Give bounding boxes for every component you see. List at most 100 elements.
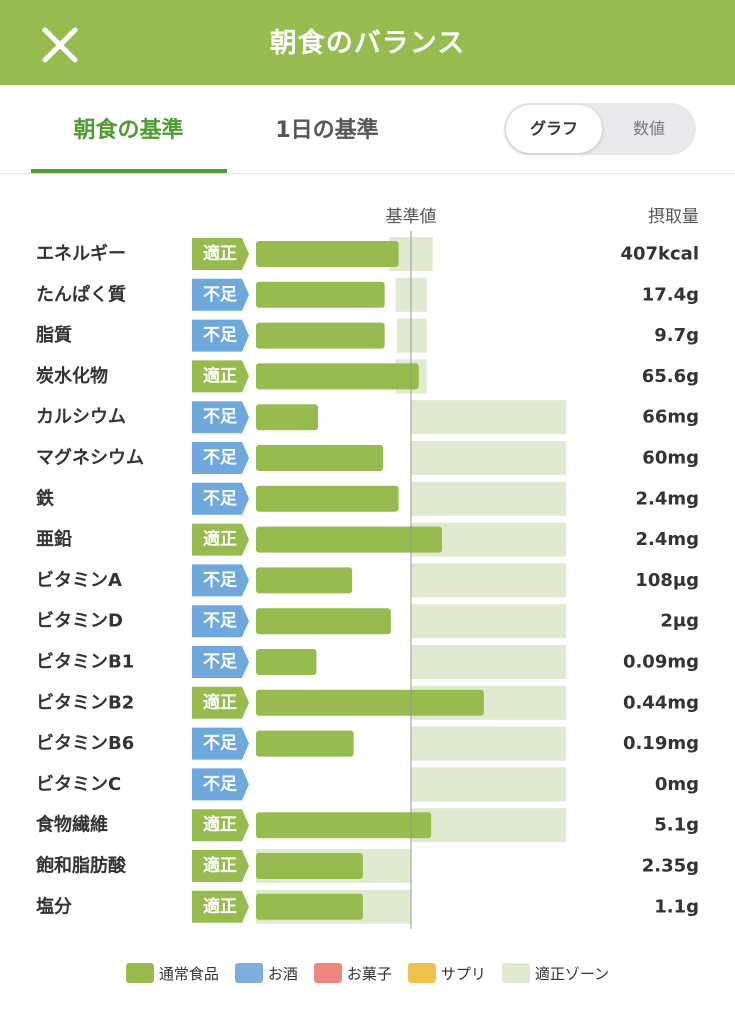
intake-value: 2μg <box>660 611 699 632</box>
intake-value: 65.6g <box>642 366 699 387</box>
status-badge-label: 適正 <box>203 365 237 386</box>
zone-bar <box>411 726 566 761</box>
status-badge-label: 不足 <box>203 774 237 794</box>
intake-value: 407kcal <box>620 244 699 265</box>
nutrient-label: ビタミンC <box>36 774 121 795</box>
tab-breakfast-standard[interactable]: 朝食の基準 <box>73 118 184 143</box>
legend-label-snack: お菓子 <box>346 964 392 983</box>
legend: 通常食品 お酒 お菓子 サプリ 適正ゾーン <box>0 955 735 991</box>
nutrient-label: 鉄 <box>36 487 54 509</box>
intake-bar <box>256 893 363 920</box>
status-badge <box>192 238 249 270</box>
legend-item-alcohol: お酒 <box>234 963 298 984</box>
intake-bar <box>256 363 419 390</box>
legend-label-food: 通常食品 <box>158 964 219 983</box>
nutrient-label: 塩分 <box>36 895 72 917</box>
nutrient-label: たんぱく質 <box>36 283 126 305</box>
zone-bar <box>411 563 566 598</box>
status-badge-label: 適正 <box>203 896 237 917</box>
nutrient-label: 亜鉛 <box>36 528 72 550</box>
intake-bar <box>256 241 399 267</box>
nutrient-label: 飽和脂肪酸 <box>35 855 127 877</box>
nutrient-label: ビタミンB6 <box>36 733 134 754</box>
intake-value: 60mg <box>642 448 699 469</box>
nutrient-label: ビタミンD <box>36 611 123 632</box>
status-badge <box>192 564 249 597</box>
legend-item-zone: 適正ゾーン <box>501 963 610 984</box>
status-badge-label: 適正 <box>203 529 237 550</box>
intake-value: 1.1g <box>654 896 699 917</box>
status-badge-label: 適正 <box>203 692 237 713</box>
legend-label-zone: 適正ゾーン <box>534 964 610 983</box>
status-badge-label: 適正 <box>203 243 237 264</box>
reference-value-label: 基準値 <box>386 207 437 227</box>
status-badge <box>192 278 249 311</box>
status-badge <box>192 768 249 801</box>
status-badge <box>192 442 249 474</box>
page-title: 朝食のバランス <box>269 28 466 59</box>
intake-bar <box>256 281 385 308</box>
status-badge-label: 不足 <box>203 407 237 427</box>
status-badge <box>192 850 249 882</box>
status-badge <box>192 482 249 515</box>
status-badge <box>192 646 249 678</box>
intake-bar <box>256 853 363 879</box>
toggle-graph-button[interactable]: グラフ <box>506 105 602 153</box>
intake-value: 0.44mg <box>623 692 699 713</box>
intake-value: 108μg <box>635 570 699 591</box>
active-tab-indicator <box>31 169 227 173</box>
status-badge-label: 不足 <box>203 326 237 346</box>
status-badge-label: 適正 <box>203 855 237 876</box>
close-icon <box>42 27 78 63</box>
zone-bar <box>411 481 566 516</box>
intake-bar <box>256 730 354 757</box>
legend-swatch-food <box>125 963 154 983</box>
legend-item-supplement: サプリ <box>407 963 486 984</box>
status-badge <box>192 727 249 760</box>
intake-bar <box>256 404 318 431</box>
intake-value: 5.1g <box>654 815 699 836</box>
intake-value: 9.7g <box>654 325 699 346</box>
intake-bar <box>256 649 317 675</box>
status-badge <box>192 401 249 434</box>
legend-swatch-zone <box>501 963 530 983</box>
legend-item-snack: お菓子 <box>313 963 392 984</box>
status-badge-label: 不足 <box>203 611 237 631</box>
intake-value: 2.35g <box>642 856 699 877</box>
zone-bar <box>411 400 566 435</box>
tab-daily-standard[interactable]: 1日の基準 <box>275 118 379 143</box>
nutrient-label: ビタミンB2 <box>36 692 134 713</box>
intake-value: 0.09mg <box>623 652 699 673</box>
status-badge-label: 不足 <box>203 448 237 468</box>
intake-value: 17.4g <box>642 284 699 305</box>
legend-label-alcohol: お酒 <box>267 964 298 983</box>
status-badge-label: 適正 <box>203 814 237 835</box>
zone-bar <box>411 645 566 679</box>
status-badge <box>192 686 249 719</box>
zone-bar <box>397 318 427 353</box>
zone-bar <box>411 441 566 475</box>
zone-bar <box>411 808 566 843</box>
nutrient-label: 食物繊維 <box>35 814 108 836</box>
view-toggle: グラフ 数値 <box>504 103 696 155</box>
status-badge <box>192 360 249 393</box>
intake-value: 66mg <box>642 407 699 428</box>
status-badge <box>192 890 249 923</box>
nutrient-label: マグネシウム <box>36 447 144 469</box>
status-badge-label: 不足 <box>203 734 237 754</box>
nutrient-label: ビタミンB1 <box>36 652 134 673</box>
status-badge <box>192 809 249 842</box>
intake-header: 摂取量 <box>648 207 699 227</box>
nutrient-label: ビタミンA <box>36 570 122 591</box>
intake-value: 0.19mg <box>623 733 699 754</box>
intake-bar <box>256 567 353 594</box>
intake-value: 2.4mg <box>635 488 699 509</box>
toggle-values-button[interactable]: 数値 <box>632 119 665 138</box>
status-badge <box>192 523 249 556</box>
intake-bar <box>256 445 384 471</box>
intake-value: 0mg <box>655 774 699 795</box>
close-button[interactable] <box>40 25 80 65</box>
legend-swatch-alcohol <box>234 963 263 983</box>
intake-bar <box>256 526 442 553</box>
